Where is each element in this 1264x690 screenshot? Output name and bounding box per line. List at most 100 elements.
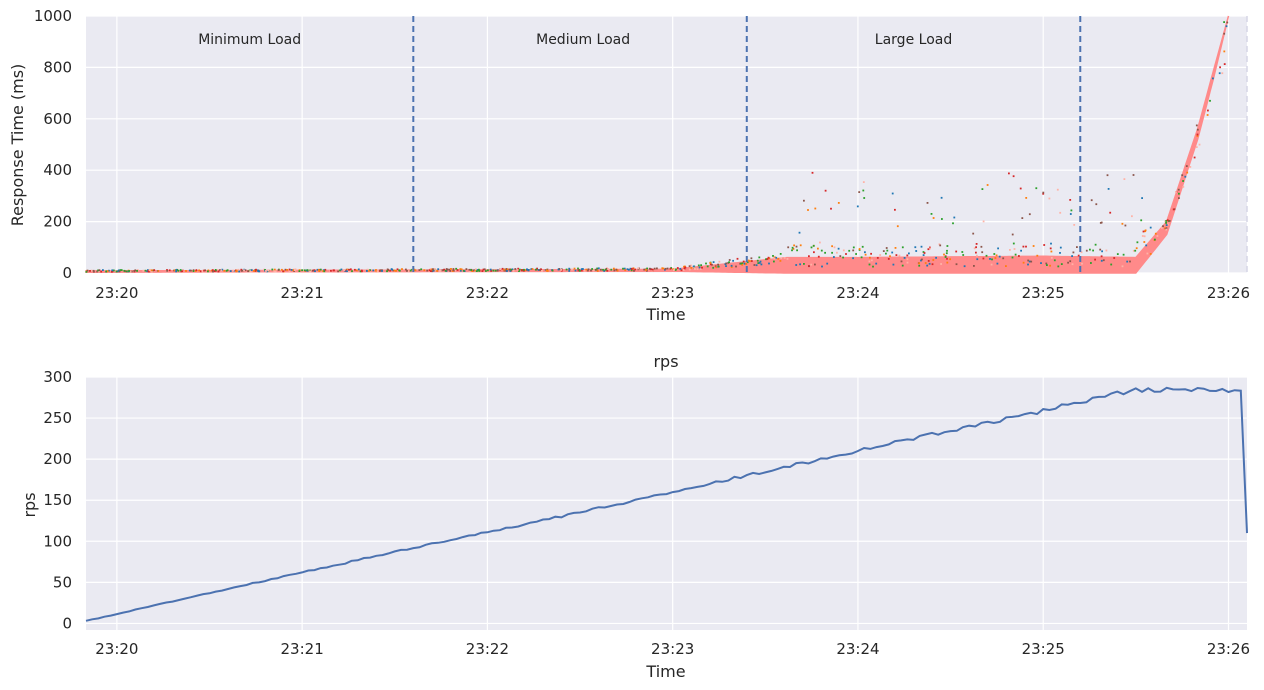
response-time-point <box>129 270 132 273</box>
response-time-point <box>1126 260 1129 263</box>
response-time-point <box>195 269 198 271</box>
phase-label: Medium Load <box>536 32 630 48</box>
response-time-point <box>314 270 316 273</box>
response-time-point <box>803 263 805 265</box>
response-time-point <box>249 270 252 272</box>
response-time-point <box>460 268 463 271</box>
response-time-point <box>130 270 133 273</box>
response-time-point <box>1042 192 1045 195</box>
response-time-point <box>755 264 758 267</box>
response-time-point <box>1105 249 1108 252</box>
response-time-point <box>1196 135 1199 137</box>
response-time-point <box>630 269 633 272</box>
response-time-point <box>607 268 610 270</box>
response-time-point <box>938 243 941 246</box>
response-time-point <box>1059 211 1062 214</box>
response-time-y-tick-label: 600 <box>43 110 72 128</box>
response-time-point <box>389 269 391 272</box>
response-time-point <box>779 260 782 262</box>
response-time-point <box>505 268 508 271</box>
response-time-point <box>357 268 360 271</box>
response-time-point <box>348 268 350 271</box>
response-time-point <box>1100 255 1103 258</box>
response-time-point <box>541 270 543 272</box>
response-time-point <box>344 270 347 272</box>
response-time-point <box>1141 235 1144 237</box>
response-time-points <box>85 21 1229 273</box>
response-time-point <box>675 268 677 271</box>
rps-x-tick-label: 23:24 <box>836 640 879 658</box>
response-time-point <box>908 252 910 255</box>
response-time-point <box>204 269 206 272</box>
response-time-point <box>941 218 943 220</box>
response-time-point <box>1136 241 1139 244</box>
response-time-point <box>765 258 767 261</box>
response-time-point <box>796 249 798 252</box>
response-time-point <box>901 264 904 267</box>
response-time-point <box>565 268 568 271</box>
response-time-point <box>808 255 810 258</box>
response-time-point <box>1069 260 1072 263</box>
response-time-point <box>696 268 699 270</box>
response-time-point <box>963 265 966 268</box>
response-time-point <box>1178 197 1180 199</box>
rps-plot-area <box>86 377 1247 630</box>
response-time-point <box>319 268 322 271</box>
response-time-y-tick-label: 400 <box>43 161 72 179</box>
response-time-point <box>725 265 727 267</box>
response-time-point <box>1019 187 1022 190</box>
response-time-point <box>882 250 885 252</box>
response-time-point <box>523 268 525 271</box>
response-time-point <box>995 254 998 257</box>
response-time-point <box>613 267 615 270</box>
response-time-point <box>930 213 933 215</box>
response-time-point <box>1053 259 1056 262</box>
response-time-point <box>258 270 261 273</box>
response-time-point <box>148 269 151 271</box>
response-time-point <box>837 202 840 204</box>
response-time-point <box>889 255 891 258</box>
response-time-point <box>317 269 320 271</box>
response-time-point <box>1013 248 1016 250</box>
response-time-point <box>509 268 511 271</box>
response-time-point <box>885 247 888 249</box>
response-time-point <box>346 268 349 271</box>
response-time-point <box>229 270 232 272</box>
response-time-point <box>811 171 814 174</box>
response-time-point <box>973 265 975 267</box>
response-time-x-tick-label: 23:25 <box>1022 284 1065 302</box>
response-time-point <box>1071 263 1074 266</box>
response-time-point <box>906 261 909 264</box>
response-time-point <box>509 270 512 272</box>
response-time-point <box>452 268 455 270</box>
response-time-point <box>651 268 654 271</box>
response-time-point <box>1122 253 1125 256</box>
response-time-point <box>489 268 492 271</box>
response-time-point <box>698 266 701 269</box>
response-time-point <box>852 246 855 249</box>
response-time-point <box>858 248 861 250</box>
response-time-point <box>539 269 541 271</box>
response-time-point <box>1132 174 1135 176</box>
response-time-point <box>915 250 918 252</box>
response-time-point <box>92 269 95 272</box>
rps-y-tick-label: 300 <box>43 368 72 386</box>
response-time-point <box>783 257 786 259</box>
response-time-point <box>676 267 679 269</box>
response-time-point <box>207 269 210 272</box>
response-time-point <box>927 248 930 251</box>
response-time-point <box>1022 261 1025 264</box>
response-time-point <box>211 269 214 271</box>
response-time-point <box>201 270 204 272</box>
response-time-point <box>931 263 934 266</box>
response-time-point <box>557 268 560 271</box>
response-time-point <box>359 270 362 273</box>
response-time-point <box>906 258 909 261</box>
response-time-point <box>1020 249 1022 252</box>
response-time-point <box>813 251 815 254</box>
response-time-point <box>824 189 827 192</box>
response-time-point <box>97 270 100 273</box>
response-time-point <box>646 269 648 272</box>
response-time-point <box>1011 256 1014 259</box>
